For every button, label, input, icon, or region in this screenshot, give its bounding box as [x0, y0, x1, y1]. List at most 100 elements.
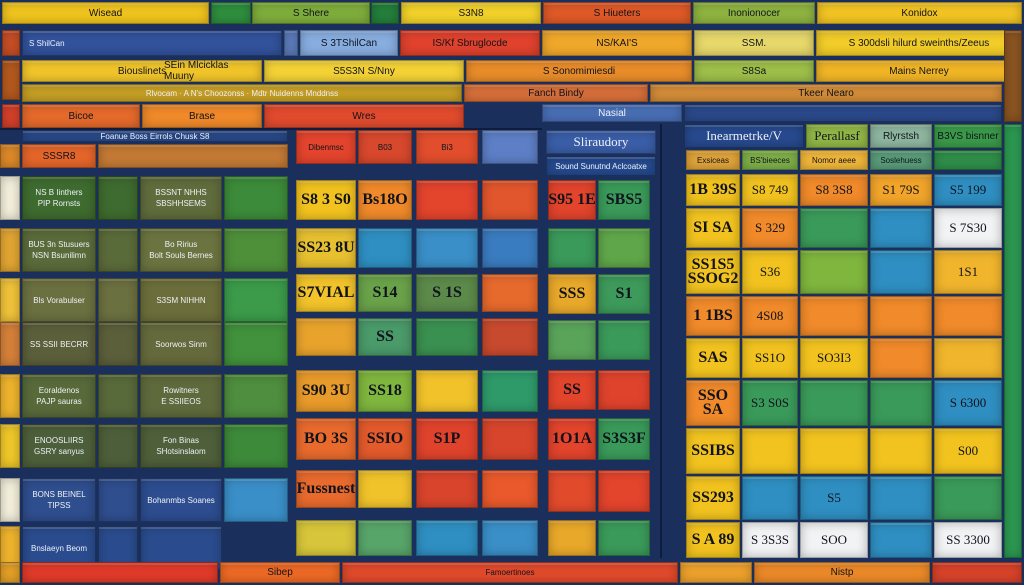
grid-cell[interactable]: [296, 318, 356, 356]
table-cell[interactable]: S 3S3S: [742, 522, 798, 558]
grid-cell[interactable]: [548, 228, 596, 268]
footer-left[interactable]: Sibep: [220, 562, 340, 583]
header-row3-cell-5[interactable]: S8Sa: [694, 60, 814, 82]
table-cell[interactable]: [800, 250, 868, 294]
table-cell[interactable]: [934, 296, 1002, 336]
grid-cell[interactable]: S 1S: [416, 274, 478, 312]
grid-cell[interactable]: [598, 320, 650, 360]
table-cell[interactable]: [934, 476, 1002, 520]
grid-cell[interactable]: [548, 320, 596, 360]
table-cell[interactable]: SSIBS: [686, 428, 740, 474]
table-cell[interactable]: [800, 296, 868, 336]
grid-cell[interactable]: SS18: [358, 370, 412, 412]
table-cell[interactable]: SS1O: [742, 338, 798, 378]
table-cell[interactable]: [870, 208, 932, 248]
grid-cell[interactable]: [296, 520, 356, 556]
table-cell[interactable]: [870, 476, 932, 520]
table-cell[interactable]: SAS: [686, 338, 740, 378]
table-cell[interactable]: [870, 380, 932, 426]
grid-header-cell[interactable]: Bi3: [416, 130, 478, 164]
table-cell[interactable]: S5 199: [934, 174, 1002, 206]
table-cell[interactable]: [742, 428, 798, 474]
table-cell[interactable]: S3 S0S: [742, 380, 798, 426]
header-row2-cell-6[interactable]: S 300dsli hilurd sweinths/Zeeus: [816, 30, 1022, 56]
grid-header-cell[interactable]: B03: [358, 130, 412, 164]
table-cell[interactable]: [870, 250, 932, 294]
grid-cell[interactable]: [548, 470, 596, 512]
header-row1-cell-1[interactable]: Wisead: [2, 2, 209, 24]
list-item-label[interactable]: NS B Iinthers PIP Rornsts: [22, 176, 96, 220]
grid-cell[interactable]: [482, 370, 538, 412]
header-row2-cell-5[interactable]: SSM.: [694, 30, 814, 56]
header-row5-tab-1[interactable]: Bicoe: [22, 104, 140, 128]
grid-cell[interactable]: SS: [358, 318, 412, 356]
header-row3-cell-3[interactable]: S5S3N S/Nny: [264, 60, 464, 82]
grid-header-cell[interactable]: [482, 130, 538, 164]
grid-cell[interactable]: [482, 470, 538, 508]
grid-cell[interactable]: [598, 470, 650, 512]
table-cell[interactable]: S8 749: [742, 174, 798, 206]
header-row1-cell-3[interactable]: S3N8: [401, 2, 541, 24]
table-cell[interactable]: SI SA: [686, 208, 740, 248]
header-row2-cell-3[interactable]: IS/Kf Sbruglocde: [400, 30, 540, 56]
header-row3-cell-6[interactable]: Mains Nerrey: [816, 60, 1022, 82]
grid-cell[interactable]: 1O1A: [548, 418, 596, 460]
left-panel-tab[interactable]: SSSR8: [22, 144, 96, 168]
list-item-value[interactable]: S3SM NIHHN: [140, 278, 222, 322]
grid-cell[interactable]: [482, 274, 538, 312]
table-cell[interactable]: S00: [934, 428, 1002, 474]
table-cell[interactable]: S A 89: [686, 522, 740, 558]
grid-cell[interactable]: S1P: [416, 418, 478, 460]
grid-cell[interactable]: S3S3F: [598, 418, 650, 460]
table-cell[interactable]: S 329: [742, 208, 798, 248]
list-item-label[interactable]: ENOOSLIIRS GSRY sanyus: [22, 424, 96, 468]
grid-cell[interactable]: [482, 520, 538, 556]
grid-cell[interactable]: S1: [598, 274, 650, 314]
table-cell[interactable]: [800, 208, 868, 248]
right-subheader-2[interactable]: BS'bieeces: [742, 150, 798, 170]
grid-cell[interactable]: [482, 418, 538, 460]
table-cell[interactable]: SS293: [686, 476, 740, 520]
list-item-value[interactable]: Rowitners E SSIIEOS: [140, 374, 222, 418]
table-cell[interactable]: SOO: [800, 522, 868, 558]
grid-cell[interactable]: [598, 520, 650, 556]
footer-middle[interactable]: Famoertinoes: [342, 562, 678, 583]
grid-cell[interactable]: [548, 520, 596, 556]
header-row1-cell-6[interactable]: Konidox: [817, 2, 1022, 24]
grid-cell[interactable]: [482, 228, 538, 268]
table-cell[interactable]: S 6300: [934, 380, 1002, 426]
table-cell[interactable]: S36: [742, 250, 798, 294]
list-item-label[interactable]: Eoraldenos PAJP sauras: [22, 374, 96, 418]
list-item-label[interactable]: BONS BEINEL TIPSS: [22, 478, 96, 522]
header-row2-cell-2[interactable]: S 3TShilCan: [300, 30, 398, 56]
table-cell[interactable]: [800, 428, 868, 474]
table-cell[interactable]: [870, 338, 932, 378]
header-row1-cell-4[interactable]: S Hiueters: [543, 2, 691, 24]
list-item-value[interactable]: BSSNT NHHS SBSHHSEMS: [140, 176, 222, 220]
table-cell[interactable]: S5: [800, 476, 868, 520]
right-subheader-4[interactable]: Soslehuess: [870, 150, 932, 170]
grid-cell[interactable]: S90 3U: [296, 370, 356, 412]
right-subheader-1[interactable]: Exsiceas: [686, 150, 740, 170]
header-row1-cell-5[interactable]: Inonionocer: [693, 2, 815, 24]
table-cell[interactable]: 4S08: [742, 296, 798, 336]
grid-cell[interactable]: [358, 470, 412, 508]
grid-cell[interactable]: [358, 520, 412, 556]
table-cell[interactable]: SO3I3: [800, 338, 868, 378]
grid-cell[interactable]: SSIO: [358, 418, 412, 460]
list-item-label[interactable]: Bls Vorabulser: [22, 278, 96, 322]
grid-cell[interactable]: S7VIAL: [296, 274, 356, 312]
list-item-value[interactable]: Soorwos Sinm: [140, 322, 222, 366]
grid-cell[interactable]: SSS: [548, 274, 596, 314]
grid-cell[interactable]: [358, 228, 412, 268]
table-cell[interactable]: 1S1: [934, 250, 1002, 294]
grid-cell[interactable]: SS23 8U: [296, 228, 356, 268]
header-row5-tab-3[interactable]: Wres: [264, 104, 464, 128]
header-row4-cell-2[interactable]: Tkeer Nearo: [650, 84, 1002, 102]
grid-cell[interactable]: SS: [548, 370, 596, 410]
grid-cell[interactable]: Bs18O: [358, 180, 412, 220]
header-row1-cell-2[interactable]: S Shere: [252, 2, 370, 24]
right-header-4[interactable]: B3VS bisnner: [934, 124, 1002, 148]
grid-cell[interactable]: Fussnest: [296, 470, 356, 508]
grid-header-cell[interactable]: Dibenmsc: [296, 130, 356, 164]
